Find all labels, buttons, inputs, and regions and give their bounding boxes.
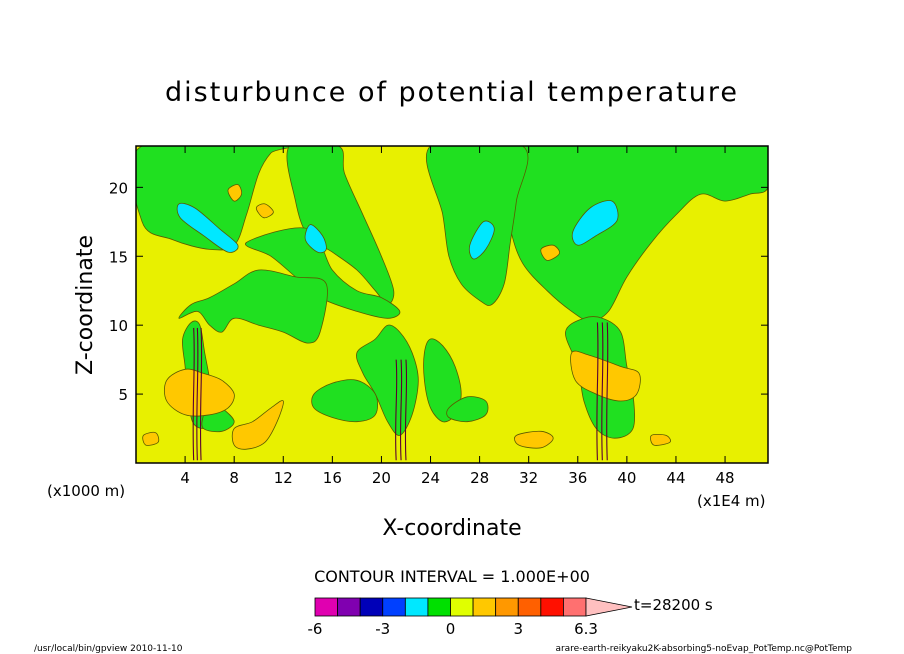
green-region-upper-right-band — [474, 146, 768, 322]
x-tick-label: 32 — [519, 469, 538, 487]
cyan-region-upper-right-blue — [571, 200, 619, 246]
cyan-regions — [176, 200, 619, 260]
contour-line-right-column-lines-2 — [606, 322, 609, 461]
contour-line-left-column-lines-1 — [196, 327, 199, 461]
y-tick-label: 5 — [118, 386, 128, 404]
colorbar — [314, 597, 633, 617]
colorbar-swatch — [495, 597, 519, 617]
orange-region-far-left-orange — [142, 431, 160, 446]
contour-line-right-column-lines-0 — [596, 322, 599, 461]
cyan-region-upper-left-blue — [176, 202, 239, 253]
x-tick-label: 8 — [229, 469, 239, 487]
orange-region-right-low-orange — [570, 350, 641, 402]
x-unit-right: (x1E4 m) — [697, 492, 766, 510]
contour-line-left-column-lines-2 — [199, 327, 203, 461]
colorbar-arrow — [585, 597, 633, 617]
x-unit-left: (x1000 m) — [47, 482, 125, 500]
x-tick-label: 40 — [617, 469, 636, 487]
y-axis-label: Z-coordinate — [73, 235, 98, 375]
x-tick-label: 28 — [470, 469, 489, 487]
y-tick-label: 10 — [109, 317, 128, 335]
contour-lines — [192, 322, 609, 461]
orange-region-right-bottom-warm — [514, 430, 554, 449]
colorbar-tick-labels: -6 -3 0 3 6.3 — [308, 620, 598, 638]
file-info: arare-earth-reikyaku2K-absorbing5-noEvap… — [555, 644, 852, 654]
cyan-region-mid-right-blue — [468, 220, 495, 260]
x-tick-label: 24 — [421, 469, 440, 487]
orange-region-upper-left-orange-2 — [255, 203, 274, 219]
colorbar-tick-label: 3 — [513, 620, 523, 638]
y-axis-ticks: 5 10 15 20 — [109, 179, 768, 404]
x-tick-label: 36 — [568, 469, 587, 487]
contour-line-central-column-lines-1 — [399, 359, 403, 461]
contour-line-central-column-lines-0 — [395, 359, 398, 461]
chart-title: disturbunce of potential temperature — [165, 77, 739, 108]
colorbar-swatch — [517, 597, 542, 617]
orange-region-lower-right-orange — [650, 433, 671, 446]
orange-region-upper-left-orange-1 — [227, 184, 243, 202]
x-tick-label: 4 — [180, 469, 190, 487]
contour-line-central-column-lines-2 — [404, 359, 408, 461]
colorbar-swatch — [359, 597, 384, 617]
cyan-region-mid-left-blue — [304, 224, 327, 254]
colorbar-swatch — [337, 597, 361, 617]
x-tick-label: 12 — [274, 469, 293, 487]
x-tick-label: 20 — [372, 469, 391, 487]
colorbar-swatch — [450, 597, 474, 617]
x-axis-label: X-coordinate — [382, 516, 521, 541]
colorbar-swatch — [314, 597, 338, 617]
contour-line-left-column-lines-0 — [192, 327, 195, 461]
green-region-lower-green-blob-2 — [446, 396, 489, 423]
green-region-upper-mid-right — [425, 146, 529, 306]
colorbar-swatch — [382, 597, 406, 617]
x-tick-label: 16 — [323, 469, 342, 487]
green-region-central-right-column — [423, 338, 462, 423]
colorbar-swatch — [472, 597, 497, 617]
colorbar-swatch — [427, 597, 451, 617]
green-region-lower-left-cloud — [178, 269, 328, 344]
colorbar-tick-label: 0 — [446, 620, 456, 638]
green-region-lower-green-blob-1 — [311, 379, 379, 423]
y-tick-label: 20 — [109, 179, 128, 197]
time-label: t=28200 s — [634, 596, 713, 614]
plot-frame — [135, 145, 769, 464]
colorbar-swatch — [404, 597, 429, 617]
y-tick-label: 15 — [109, 248, 128, 266]
colorbar-swatch — [540, 597, 564, 617]
x-tick-label: 48 — [716, 469, 735, 487]
program-info: /usr/local/bin/gpview 2010-11-10 — [34, 644, 183, 654]
orange-region-mid-right-orange — [540, 244, 560, 261]
colorbar-swatch — [563, 597, 587, 617]
x-axis-ticks: 4 8 12 16 20 24 28 32 36 40 44 48 — [180, 146, 735, 487]
x-tick-label: 44 — [666, 469, 685, 487]
colorbar-tick-label: -6 — [308, 620, 323, 638]
contour-line-right-column-lines-1 — [601, 322, 604, 461]
green-region-plume-left-arm — [244, 227, 401, 319]
colorbar-tick-label: -3 — [375, 620, 390, 638]
orange-region-lower-left-warm — [231, 400, 284, 450]
contour-interval-label: CONTOUR INTERVAL = 1.000E+00 — [314, 567, 590, 586]
orange-regions — [142, 184, 671, 450]
colorbar-tick-label: 6.3 — [574, 620, 598, 638]
